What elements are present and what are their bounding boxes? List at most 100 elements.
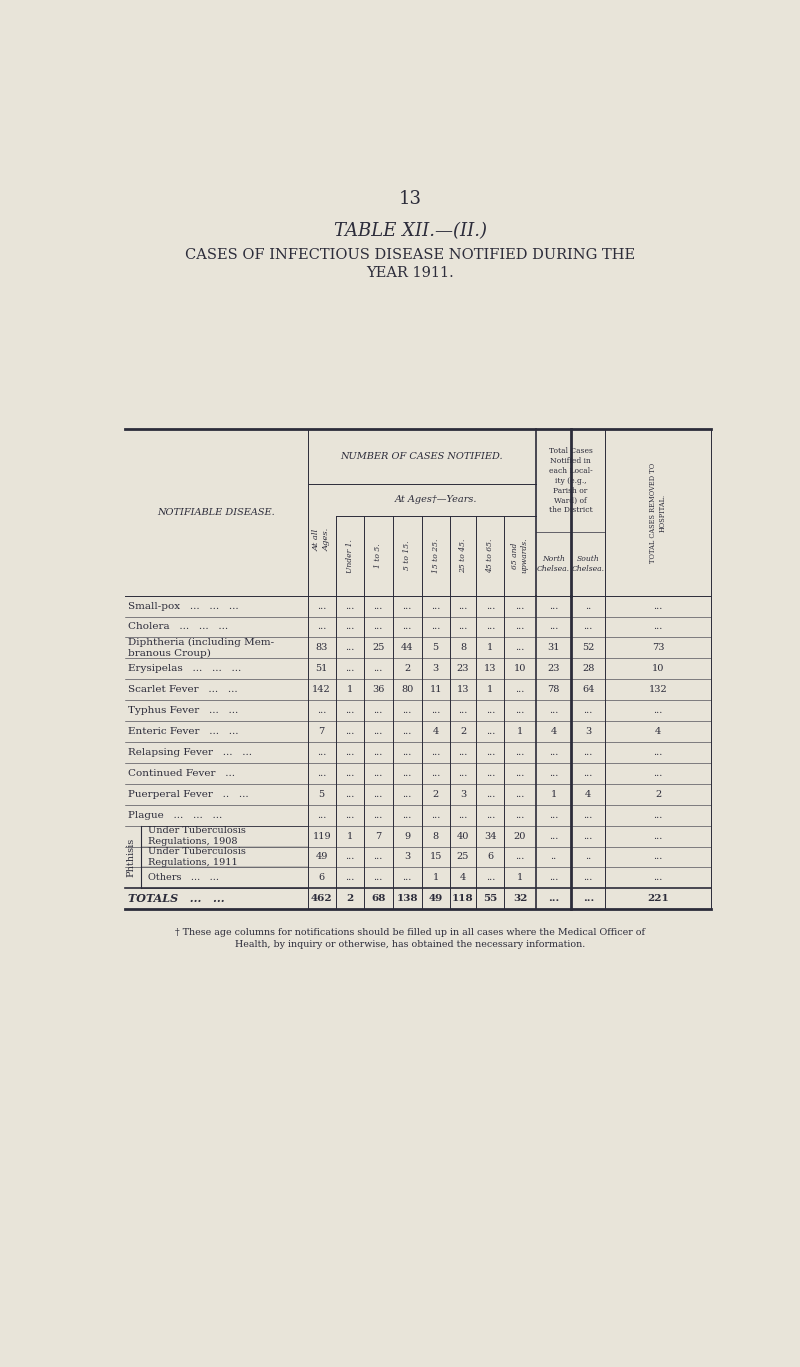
Text: ...: ... [345, 601, 354, 611]
Text: ...: ... [374, 768, 382, 778]
Text: ...: ... [374, 853, 382, 861]
Text: ...: ... [583, 768, 593, 778]
Text: 1: 1 [346, 831, 353, 841]
Text: ...: ... [345, 622, 354, 632]
Text: ...: ... [654, 748, 662, 757]
Text: ...: ... [402, 601, 412, 611]
Text: Others   ...   ...: Others ... ... [148, 874, 219, 883]
Text: ...: ... [486, 707, 495, 715]
Text: ...: ... [515, 790, 525, 798]
Text: 2: 2 [346, 894, 353, 904]
Text: 25: 25 [457, 853, 469, 861]
Text: ...: ... [515, 707, 525, 715]
Text: ...: ... [583, 707, 593, 715]
Text: ...: ... [549, 831, 558, 841]
Text: ...: ... [345, 664, 354, 674]
Text: NOTIFIABLE DISEASE.: NOTIFIABLE DISEASE. [158, 509, 275, 517]
Text: ...: ... [374, 707, 382, 715]
Text: 15: 15 [430, 853, 442, 861]
Text: 132: 132 [649, 685, 667, 694]
Text: ...: ... [548, 894, 559, 904]
Text: 13: 13 [457, 685, 470, 694]
Text: ...: ... [317, 748, 326, 757]
Text: 11: 11 [430, 685, 442, 694]
Text: ...: ... [402, 768, 412, 778]
Text: Under 1.: Under 1. [346, 539, 354, 573]
Text: 23: 23 [457, 664, 470, 674]
Text: TABLE XII.—(II.): TABLE XII.—(II.) [334, 221, 486, 241]
Text: 65 and
upwards.: 65 and upwards. [511, 537, 529, 573]
Text: Puerperal Fever   ..   ...: Puerperal Fever .. ... [128, 790, 249, 798]
Text: ...: ... [431, 601, 441, 611]
Text: 45 to 65.: 45 to 65. [486, 539, 494, 573]
Text: 55: 55 [483, 894, 498, 904]
Text: 462: 462 [311, 894, 333, 904]
Text: ...: ... [654, 853, 662, 861]
Text: ...: ... [549, 811, 558, 820]
Text: ...: ... [549, 874, 558, 883]
Text: 3: 3 [404, 853, 410, 861]
Text: ...: ... [486, 622, 495, 632]
Text: ...: ... [374, 874, 382, 883]
Text: 2: 2 [655, 790, 661, 798]
Text: ...: ... [515, 644, 525, 652]
Text: ...: ... [486, 790, 495, 798]
Text: 13: 13 [484, 664, 497, 674]
Text: 9: 9 [404, 831, 410, 841]
Text: CASES OF INFECTIOUS DISEASE NOTIFIED DURING THE: CASES OF INFECTIOUS DISEASE NOTIFIED DUR… [185, 249, 635, 262]
Text: ...: ... [345, 874, 354, 883]
Text: ...: ... [458, 707, 468, 715]
Text: 49: 49 [315, 853, 328, 861]
Text: ...: ... [374, 664, 382, 674]
Text: 4: 4 [460, 874, 466, 883]
Text: ...: ... [402, 811, 412, 820]
Text: ...: ... [486, 768, 495, 778]
Text: 4: 4 [655, 727, 661, 735]
Text: ...: ... [654, 622, 662, 632]
Text: 80: 80 [401, 685, 414, 694]
Text: 8: 8 [460, 644, 466, 652]
Text: ...: ... [402, 790, 412, 798]
Text: ...: ... [654, 707, 662, 715]
Text: Plague   ...   ...   ...: Plague ... ... ... [128, 811, 222, 820]
Text: Typhus Fever   ...   ...: Typhus Fever ... ... [128, 707, 238, 715]
Text: ...: ... [431, 768, 441, 778]
Text: Under Tuberculosis
Regulations, 1908: Under Tuberculosis Regulations, 1908 [148, 827, 246, 846]
Text: 4: 4 [585, 790, 591, 798]
Text: ...: ... [549, 768, 558, 778]
Text: ...: ... [549, 601, 558, 611]
Text: Total Cases
Notified in
each Local-
ity (e.g.,
Parish or
Ward) of
the District: Total Cases Notified in each Local- ity … [549, 447, 593, 514]
Text: Scarlet Fever   ...   ...: Scarlet Fever ... ... [128, 685, 238, 694]
Text: 34: 34 [484, 831, 497, 841]
Text: ...: ... [583, 811, 593, 820]
Text: ...: ... [317, 601, 326, 611]
Text: ...: ... [549, 622, 558, 632]
Text: Diphtheria (including Mem-
branous Croup): Diphtheria (including Mem- branous Croup… [128, 638, 274, 658]
Text: North
Chelsea.: North Chelsea. [537, 555, 570, 573]
Text: 36: 36 [372, 685, 384, 694]
Text: 6: 6 [318, 874, 325, 883]
Text: Continued Fever   ...: Continued Fever ... [128, 768, 235, 778]
Text: ...: ... [374, 601, 382, 611]
Text: ...: ... [486, 748, 495, 757]
Text: 1 to 5.: 1 to 5. [374, 543, 382, 567]
Text: ...: ... [431, 748, 441, 757]
Text: Relapsing Fever   ...   ...: Relapsing Fever ... ... [128, 748, 252, 757]
Text: ...: ... [458, 768, 468, 778]
Text: TOTALS   ...   ...: TOTALS ... ... [128, 893, 225, 905]
Text: 1: 1 [550, 790, 557, 798]
Text: Enteric Fever   ...   ...: Enteric Fever ... ... [128, 727, 238, 735]
Text: ...: ... [374, 790, 382, 798]
Text: ...: ... [345, 790, 354, 798]
Text: 7: 7 [318, 727, 325, 735]
Text: 119: 119 [312, 831, 331, 841]
Text: ..: .. [585, 601, 591, 611]
Text: 64: 64 [582, 685, 594, 694]
Text: ...: ... [374, 811, 382, 820]
Text: 13: 13 [398, 190, 422, 208]
Text: ...: ... [345, 644, 354, 652]
Text: Under Tuberculosis
Regulations, 1911: Under Tuberculosis Regulations, 1911 [148, 848, 246, 867]
Text: ...: ... [402, 727, 412, 735]
Text: 73: 73 [652, 644, 664, 652]
Text: ...: ... [583, 874, 593, 883]
